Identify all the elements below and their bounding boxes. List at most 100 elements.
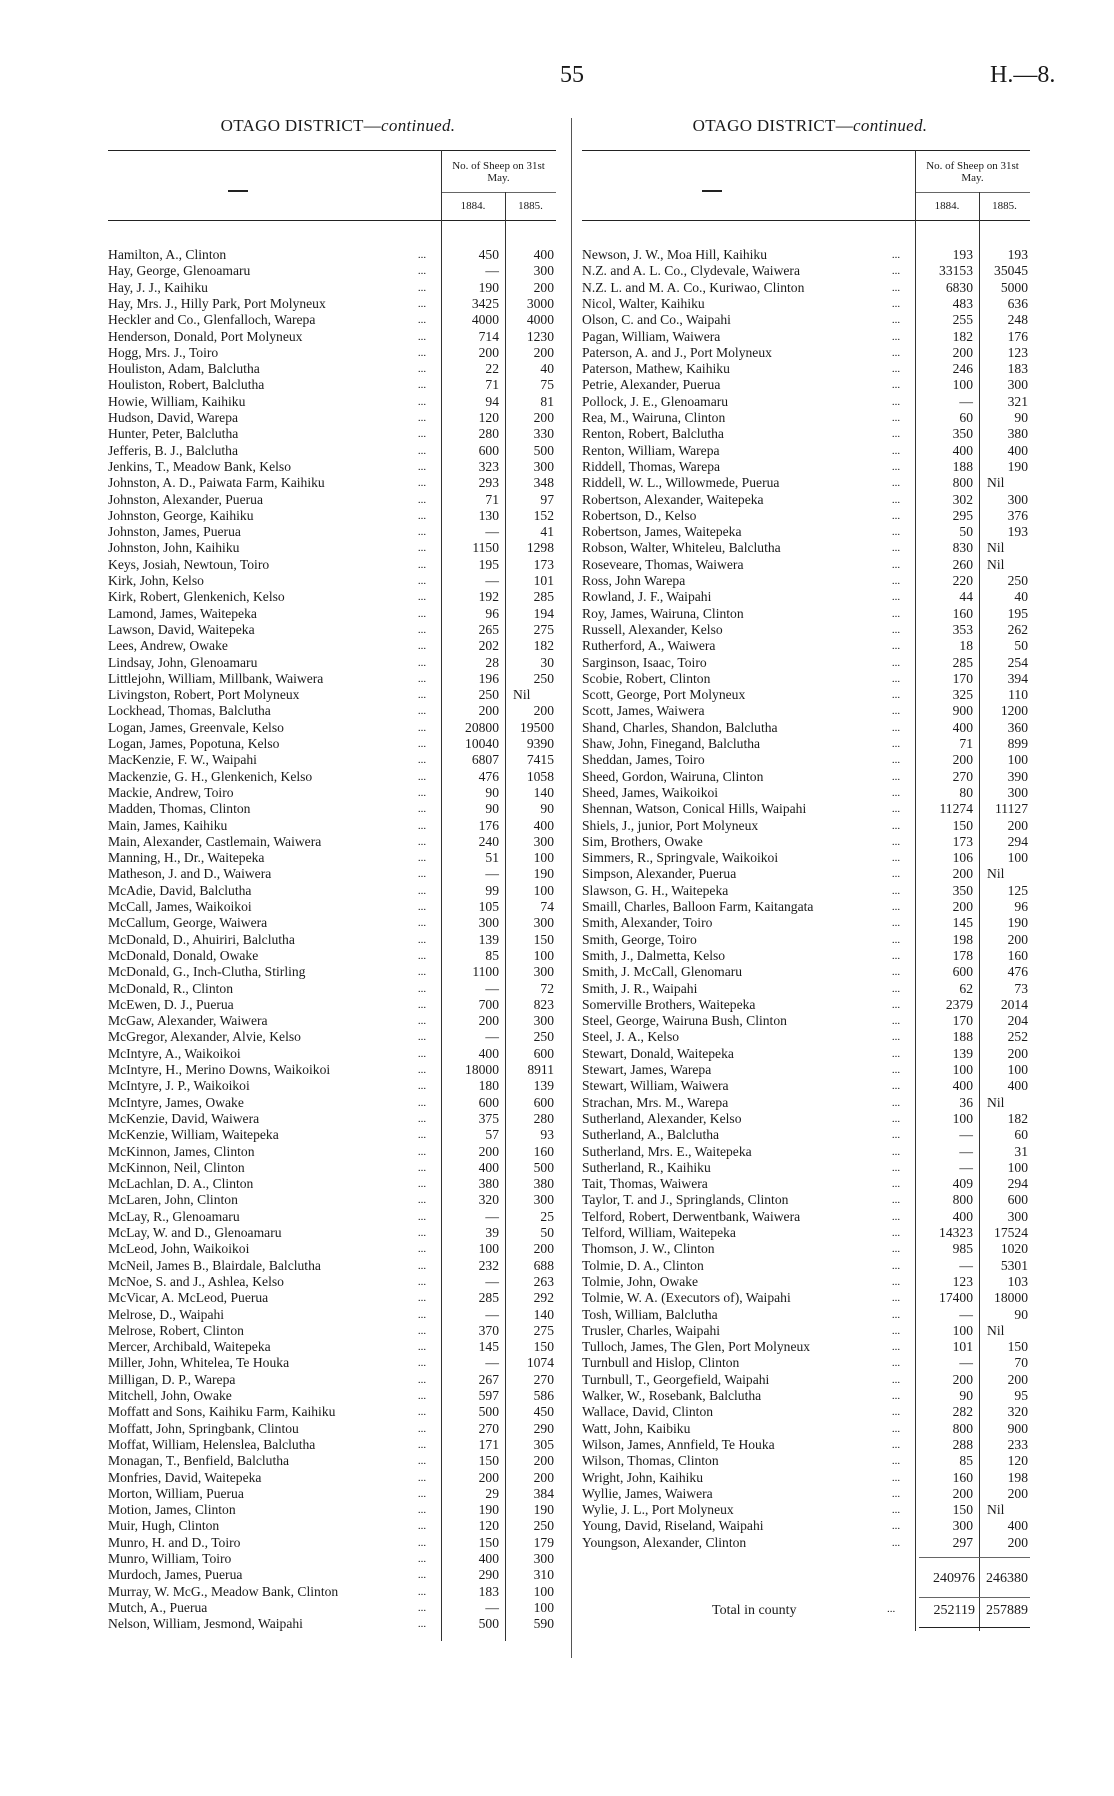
sheep-1884: 170 [952,670,973,686]
table-row: Telford, Robert, Derwentbank, Waiwera...… [582,1209,1030,1225]
leader-dots: ... [891,1471,901,1484]
owner-name: Sheddan, James, Toiro [582,752,705,768]
owner-name: Shaw, John, Finegand, Balclutha [582,736,761,751]
owner-name: Henderson, Donald, Port Molyneux [108,328,303,344]
leader-dots: ... [417,689,427,702]
sheep-1884: — [485,524,499,540]
sheep-1885: 96 [1014,899,1028,914]
sheep-1884: 11274 [939,801,973,817]
sheep-1884: 400 [952,1078,973,1094]
leader-dots: ... [417,1308,427,1321]
owner-name: Mackie, Andrew, Toiro [108,784,234,800]
sheep-1884: 295 [952,507,973,523]
sheep-1884: 200 [952,866,973,882]
sheep-1885: 476 [1007,964,1028,980]
sheep-1885: 400 [1007,1078,1028,1094]
owner-name: Jenkins, T., Meadow Bank, Kelso [108,458,291,474]
sheep-1885: 4000 [526,312,554,328]
sheep-1885: 600 [533,1094,554,1110]
leader-dots: ... [417,591,427,604]
owner-name: McGregor, Alexander, Alvie, Kelso [108,1029,301,1045]
table-row: Sutherland, Alexander, Kelso... 100 182 [582,1111,1030,1127]
column-line [915,150,916,1631]
sheep-1885: 300 [1007,377,1028,393]
sheep-1884: 33153 [939,263,973,279]
sheep-1885: 193 [1007,524,1028,540]
leader-dots: ... [891,770,901,783]
leader-dots: ... [417,1259,427,1272]
leader-dots: ... [417,1145,427,1158]
sheep-1884: 267 [478,1371,499,1387]
year-header-1884: 1884. [934,200,960,212]
leader-dots: ... [417,1210,427,1223]
sheep-1885: 9390 [526,736,554,751]
sheep-1885: 600 [1007,1192,1028,1208]
leader-dots: ... [891,933,901,946]
sheep-1885: 200 [533,1469,554,1485]
sheep-1885: 81 [540,393,554,409]
subtotal-rule [919,1557,1030,1558]
sheep-1884: 2379 [945,996,973,1012]
sheep-1885: 18000 [994,1290,1028,1306]
table-row: McAdie, David, Balclutha... 99 100 [108,883,556,899]
sheep-1884: 171 [478,1436,499,1452]
sheep-1885: 900 [1007,1420,1028,1436]
owner-name: McKenzie, David, Waiwera [108,1110,260,1126]
owner-name: Young, David, Riseland, Waipahi [582,1518,764,1534]
leader-dots: ... [891,998,901,1011]
owner-name: Rea, M., Wairuna, Clinton [582,410,726,425]
owner-name: Robertson, D., Kelso [582,507,697,523]
owner-name: Scott, George, Port Molyneux [582,687,746,703]
leader-dots: ... [891,412,901,424]
owner-name: Howie, William, Kaihiku [108,393,246,409]
owner-name: McCall, James, Waikoikoi [108,899,252,914]
sheep-1884: 900 [952,703,973,719]
owner-name: Shiels, J., junior, Port Molyneux [582,817,759,833]
owner-name: Johnston, A. D., Paiwata Farm, Kaihiku [108,475,325,491]
table-row: Shand, Charles, Shandon, Balclutha... 400… [582,720,1030,736]
table-row: Slawson, G. H., Waitepeka... 350 125 [582,883,1030,899]
leader-dots: ... [417,1112,427,1125]
year-header-1885: 1885. [518,200,543,212]
leader-dots: ... [417,1438,427,1451]
sheep-1884: 18 [959,638,973,654]
column-line [441,150,442,1641]
owner-name: Smith, George, Toiro [582,931,697,947]
table-row: Smith, J. McCall, Glenomaru... 600 476 [582,964,1030,980]
owner-name: Robertson, James, Waitepeka [582,524,742,540]
sheep-1885: 93 [540,1127,554,1143]
sheep-1884: 985 [952,1241,973,1257]
sheep-1885: 394 [1007,670,1028,686]
sheep-1885: 11127 [995,801,1028,817]
sheep-1885: 252 [1007,1029,1028,1045]
sheep-1884: 714 [478,328,499,344]
sheep-1885: 193 [1007,247,1028,262]
sheep-1884: 265 [478,621,499,637]
sheep-1884: 100 [952,1322,973,1338]
sheep-1885: 190 [533,1502,554,1518]
leader-dots: ... [417,575,427,587]
owner-name: Somerville Brothers, Waitepeka [582,996,756,1012]
sheep-1884: 500 [478,1616,499,1632]
sheep-1885: 74 [540,899,554,914]
owner-name: Munro, William, Toiro [108,1551,232,1566]
table-row: Morton, William, Puerua... 29 384 [108,1486,556,1502]
table-row: Youngson, Alexander, Clinton... 297 200 [582,1535,1030,1551]
owner-name: Mercer, Archibald, Waitepeka [108,1339,271,1355]
sheep-1885: 160 [1007,947,1028,963]
owner-name: Smith, J. R., Waipahi [582,980,698,996]
leader-dots: ... [891,428,901,441]
sheep-1885: 100 [533,1583,554,1599]
sheep-1884: 100 [952,1062,973,1077]
owner-name: Newson, J. W., Moa Hill, Kaihiku [582,247,768,262]
sheep-1884: 380 [478,1176,499,1192]
leader-dots: ... [891,917,901,930]
sheep-1884: 10040 [465,736,499,751]
leader-dots: ... [417,1390,427,1402]
owner-name: Mutch, A., Puerua [108,1599,208,1615]
table-row: Keys, Josiah, Newtoun, Toiro... 195 173 [108,557,556,573]
sheep-1884: 202 [478,638,499,654]
owner-name: Manning, H., Dr., Waitepeka [108,850,265,866]
sheep-1885: 590 [533,1616,554,1632]
leader-dots: ... [891,1031,901,1044]
